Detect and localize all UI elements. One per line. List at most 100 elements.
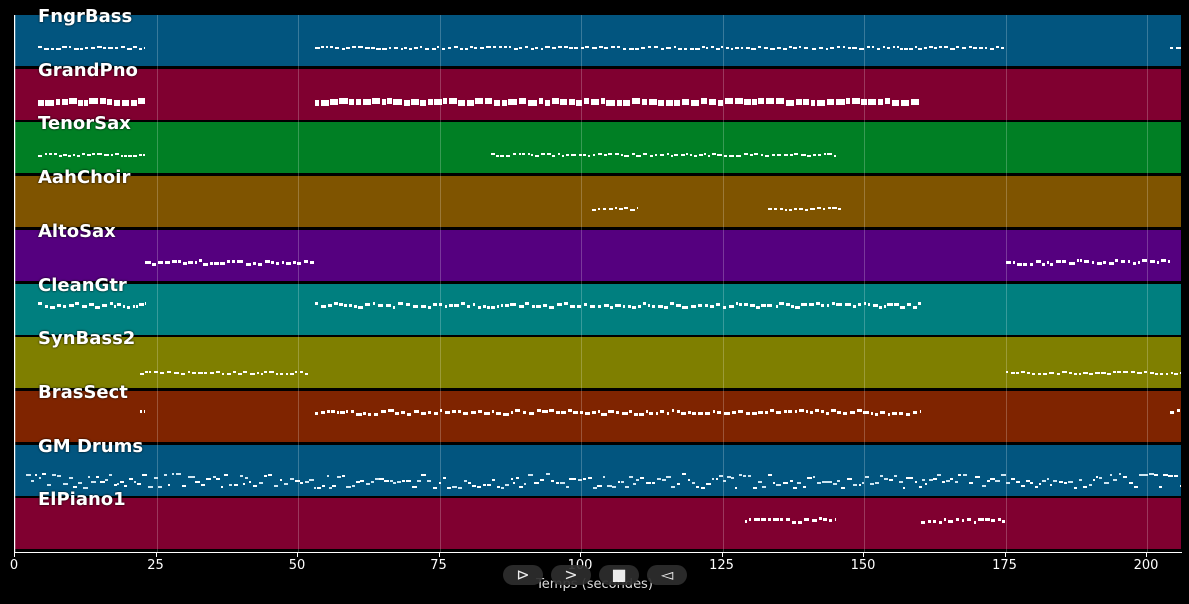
note: [891, 99, 900, 106]
track-name-label: GrandPno: [38, 59, 138, 81]
note: [961, 518, 965, 522]
note: [1010, 372, 1016, 375]
note: [38, 476, 42, 479]
note: [486, 46, 491, 48]
note: [1078, 373, 1082, 376]
note: [820, 410, 824, 414]
note: [614, 304, 621, 307]
note: [741, 47, 744, 49]
note: [89, 97, 98, 104]
note: [579, 411, 584, 415]
note: [836, 46, 841, 48]
note: [426, 479, 432, 482]
note: [309, 261, 314, 265]
x-tick-label: 50: [288, 558, 306, 573]
note: [652, 305, 655, 308]
note: [1096, 262, 1102, 266]
note: [944, 517, 947, 521]
play-icon-button[interactable]: ⊳: [503, 565, 543, 585]
note: [360, 479, 364, 482]
note: [634, 413, 639, 417]
note: [365, 47, 370, 49]
note: [691, 481, 695, 484]
note: [803, 98, 809, 105]
note: [99, 97, 106, 104]
note: [528, 153, 530, 156]
note: [577, 478, 582, 481]
note: [878, 98, 884, 105]
note: [497, 485, 500, 488]
note: [753, 517, 760, 521]
note: [832, 482, 837, 485]
note: [1042, 263, 1046, 267]
note: [758, 46, 762, 48]
note: [872, 46, 875, 48]
note: [918, 302, 921, 305]
note: [210, 262, 214, 266]
note: [187, 475, 191, 478]
track-name-label: BrasSect: [38, 381, 128, 403]
note: [811, 48, 816, 50]
forward-button[interactable]: >: [551, 565, 591, 585]
note: [328, 304, 332, 307]
note: [754, 153, 758, 156]
note: [427, 98, 434, 105]
track-lane-grandpno: GrandPno: [15, 60, 1181, 120]
note: [1154, 373, 1158, 376]
stop-button[interactable]: ■: [599, 565, 639, 585]
note: [838, 208, 842, 211]
note: [877, 48, 881, 50]
note: [842, 46, 845, 48]
note: [131, 99, 137, 106]
note: [576, 99, 582, 106]
note: [522, 411, 527, 415]
note: [352, 46, 357, 48]
note: [636, 155, 641, 158]
note: [1083, 485, 1088, 488]
note: [643, 302, 647, 305]
note: [943, 46, 949, 48]
note: [139, 48, 143, 50]
note: [669, 302, 674, 305]
note: [421, 412, 426, 416]
note: [395, 412, 400, 416]
note: [410, 98, 419, 105]
note: [285, 373, 289, 376]
note: [444, 305, 448, 308]
note: [371, 480, 375, 483]
note: [799, 46, 802, 48]
note: [1160, 259, 1167, 263]
note: [441, 48, 446, 50]
note: [1042, 373, 1047, 376]
note: [115, 47, 119, 49]
note: [796, 481, 802, 484]
note: [227, 373, 232, 376]
note: [113, 99, 121, 106]
note: [812, 154, 817, 157]
note: [187, 261, 194, 265]
note: [617, 46, 621, 48]
note: [572, 411, 578, 415]
note: [37, 155, 42, 158]
note: [145, 371, 148, 374]
rewind-button[interactable]: ◅: [647, 565, 687, 585]
note: [203, 263, 208, 267]
note: [245, 476, 248, 479]
note: [578, 154, 582, 157]
gridline: [581, 15, 583, 552]
track-name-label: AltoSax: [38, 220, 116, 242]
note: [794, 208, 797, 211]
note: [549, 409, 554, 413]
note: [117, 303, 122, 306]
note: [1078, 478, 1083, 481]
note: [717, 99, 723, 106]
note: [941, 480, 945, 483]
note: [666, 475, 671, 478]
note: [1020, 371, 1026, 374]
note: [879, 306, 882, 309]
note: [745, 412, 751, 416]
note: [700, 97, 708, 104]
note: [585, 412, 591, 416]
note: [1041, 479, 1047, 482]
track-lane-aahchoir: AahChoir: [15, 167, 1181, 228]
